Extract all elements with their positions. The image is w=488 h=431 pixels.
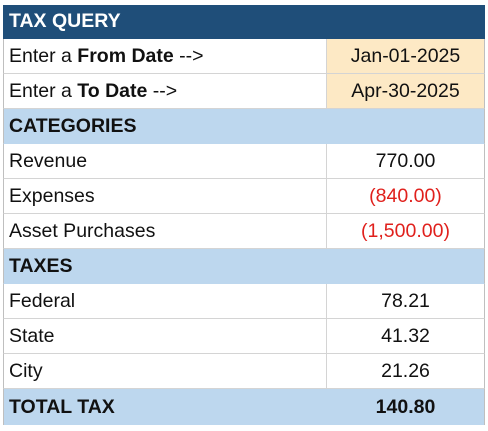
title-row: TAX QUERY	[3, 5, 485, 39]
tax-row-state: State 41.32	[3, 319, 485, 354]
tax-query-sheet: TAX QUERY Enter a From Date --> Jan-01-2…	[3, 5, 485, 425]
to-date-bold: To Date	[77, 79, 148, 102]
to-date-row: Enter a To Date --> Apr-30-2025	[3, 74, 485, 109]
from-date-input[interactable]: Jan-01-2025	[327, 39, 484, 73]
categories-header: CATEGORIES	[9, 114, 137, 137]
total-tax-label: TOTAL TAX	[9, 395, 115, 418]
tax-value[interactable]: 78.21	[381, 289, 430, 312]
categories-header-row: CATEGORIES	[3, 109, 485, 144]
category-row-expenses: Expenses (840.00)	[3, 179, 485, 214]
tax-row-city: City 21.26	[3, 354, 485, 389]
to-date-suffix: -->	[147, 79, 178, 102]
tax-value[interactable]: 41.32	[381, 324, 430, 347]
from-date-prefix: Enter a	[9, 44, 78, 67]
tax-label: City	[4, 354, 327, 388]
category-value[interactable]: (840.00)	[369, 184, 442, 207]
category-label: Asset Purchases	[4, 214, 327, 248]
category-value[interactable]: (1,500.00)	[361, 219, 450, 242]
total-tax-row: TOTAL TAX 140.80	[3, 389, 485, 425]
category-value[interactable]: 770.00	[375, 149, 436, 172]
taxes-header-row: TAXES	[3, 249, 485, 284]
sheet-title: TAX QUERY	[9, 10, 121, 32]
total-tax-value[interactable]: 140.80	[375, 395, 436, 418]
to-date-input[interactable]: Apr-30-2025	[327, 74, 484, 108]
tax-label: Federal	[4, 284, 327, 318]
category-label: Revenue	[4, 144, 327, 178]
from-date-label: Enter a From Date -->	[4, 39, 327, 73]
to-date-prefix: Enter a	[9, 79, 78, 102]
category-row-revenue: Revenue 770.00	[3, 144, 485, 179]
from-date-suffix: -->	[173, 44, 204, 67]
from-date-row: Enter a From Date --> Jan-01-2025	[3, 39, 485, 74]
tax-row-federal: Federal 78.21	[3, 284, 485, 319]
to-date-label: Enter a To Date -->	[4, 74, 327, 108]
from-date-bold: From Date	[77, 44, 174, 67]
tax-value[interactable]: 21.26	[381, 359, 430, 382]
category-row-asset-purchases: Asset Purchases (1,500.00)	[3, 214, 485, 249]
tax-label: State	[4, 319, 327, 353]
category-label: Expenses	[4, 179, 327, 213]
taxes-header: TAXES	[9, 254, 73, 277]
